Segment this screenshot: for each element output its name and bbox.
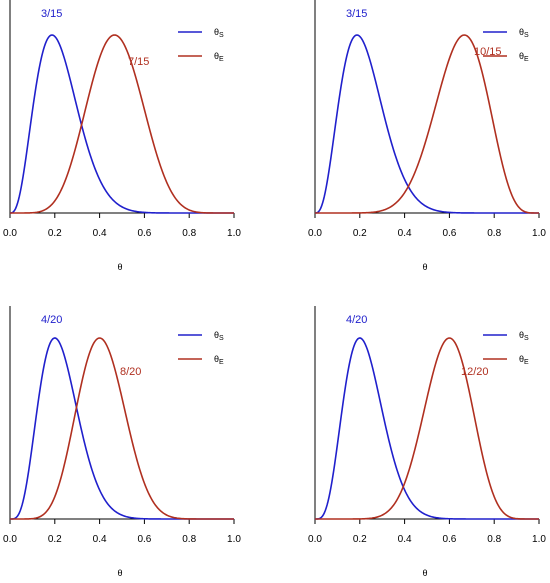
x-tick-label: 0.6 [442,228,456,239]
legend-label: θS [519,27,529,39]
x-tick-label: 0.6 [442,534,456,545]
peak-annotation: 12/20 [461,366,489,378]
x-axis-label: θ [117,262,122,272]
peak-annotation: 3/15 [346,8,367,20]
x-tick-label: 0.8 [487,534,501,545]
legend-label: θS [214,330,224,342]
x-tick-label: 0.0 [3,534,17,545]
x-tick-label: 0.0 [308,228,322,239]
peak-annotation: 8/20 [120,366,141,378]
x-tick-label: 0.4 [93,228,107,239]
peak-annotation: 4/20 [346,314,367,326]
series-line-s [315,337,539,520]
legend-label: θE [214,354,224,366]
x-tick-label: 1.0 [227,228,241,239]
x-tick-label: 0.2 [353,534,367,545]
x-tick-label: 0.4 [398,534,412,545]
x-tick-label: 1.0 [227,534,241,545]
x-tick-label: 0.2 [353,228,367,239]
x-tick-label: 1.0 [532,534,546,545]
chart-panel-2: 0.0 0.2 0.4 0.6 0.8 1.0 θ 3/15 θS 10/15 θE [308,0,546,272]
peak-annotation: 10/15 [474,46,502,58]
chart-panel-3: 0.0 0.2 0.4 0.6 0.8 1.0 θ 4/20 θS 8/20 θE [3,306,241,578]
series-line-e [315,337,539,520]
x-tick-label: 0.4 [93,534,107,545]
series-line-e [315,34,539,214]
peak-annotation: 7/15 [128,56,149,68]
chart-panel-1: 0.0 0.2 0.4 0.6 0.8 1.0 θ 3/15 θS 7/15 θE [3,0,241,272]
x-axis-label: θ [422,568,427,578]
series-line-s [314,34,539,214]
x-tick-label: 0.0 [308,534,322,545]
series-line-s [9,34,234,214]
x-tick-label: 0.2 [48,228,62,239]
x-tick-label: 0.6 [137,228,151,239]
legend-label: θE [519,354,529,366]
x-tick-label: 0.8 [182,534,196,545]
legend-label: θS [519,330,529,342]
x-tick-label: 0.8 [487,228,501,239]
x-tick-label: 0.4 [398,228,412,239]
x-tick-label: 0.2 [48,534,62,545]
x-tick-label: 1.0 [532,228,546,239]
series-line-e [10,337,234,520]
legend-label: θS [214,27,224,39]
x-axis-label: θ [422,262,427,272]
x-tick-label: 0.6 [137,534,151,545]
chart-panel-4: 0.0 0.2 0.4 0.6 0.8 1.0 θ 4/20 θS 12/20 θE [308,306,546,578]
x-tick-label: 0.0 [3,228,17,239]
legend-label: θE [214,51,224,63]
peak-annotation: 3/15 [41,8,62,20]
legend-label: θE [519,51,529,63]
x-tick-label: 0.8 [182,228,196,239]
peak-annotation: 4/20 [41,314,62,326]
x-axis-label: θ [117,568,122,578]
series-line-e [10,34,234,214]
